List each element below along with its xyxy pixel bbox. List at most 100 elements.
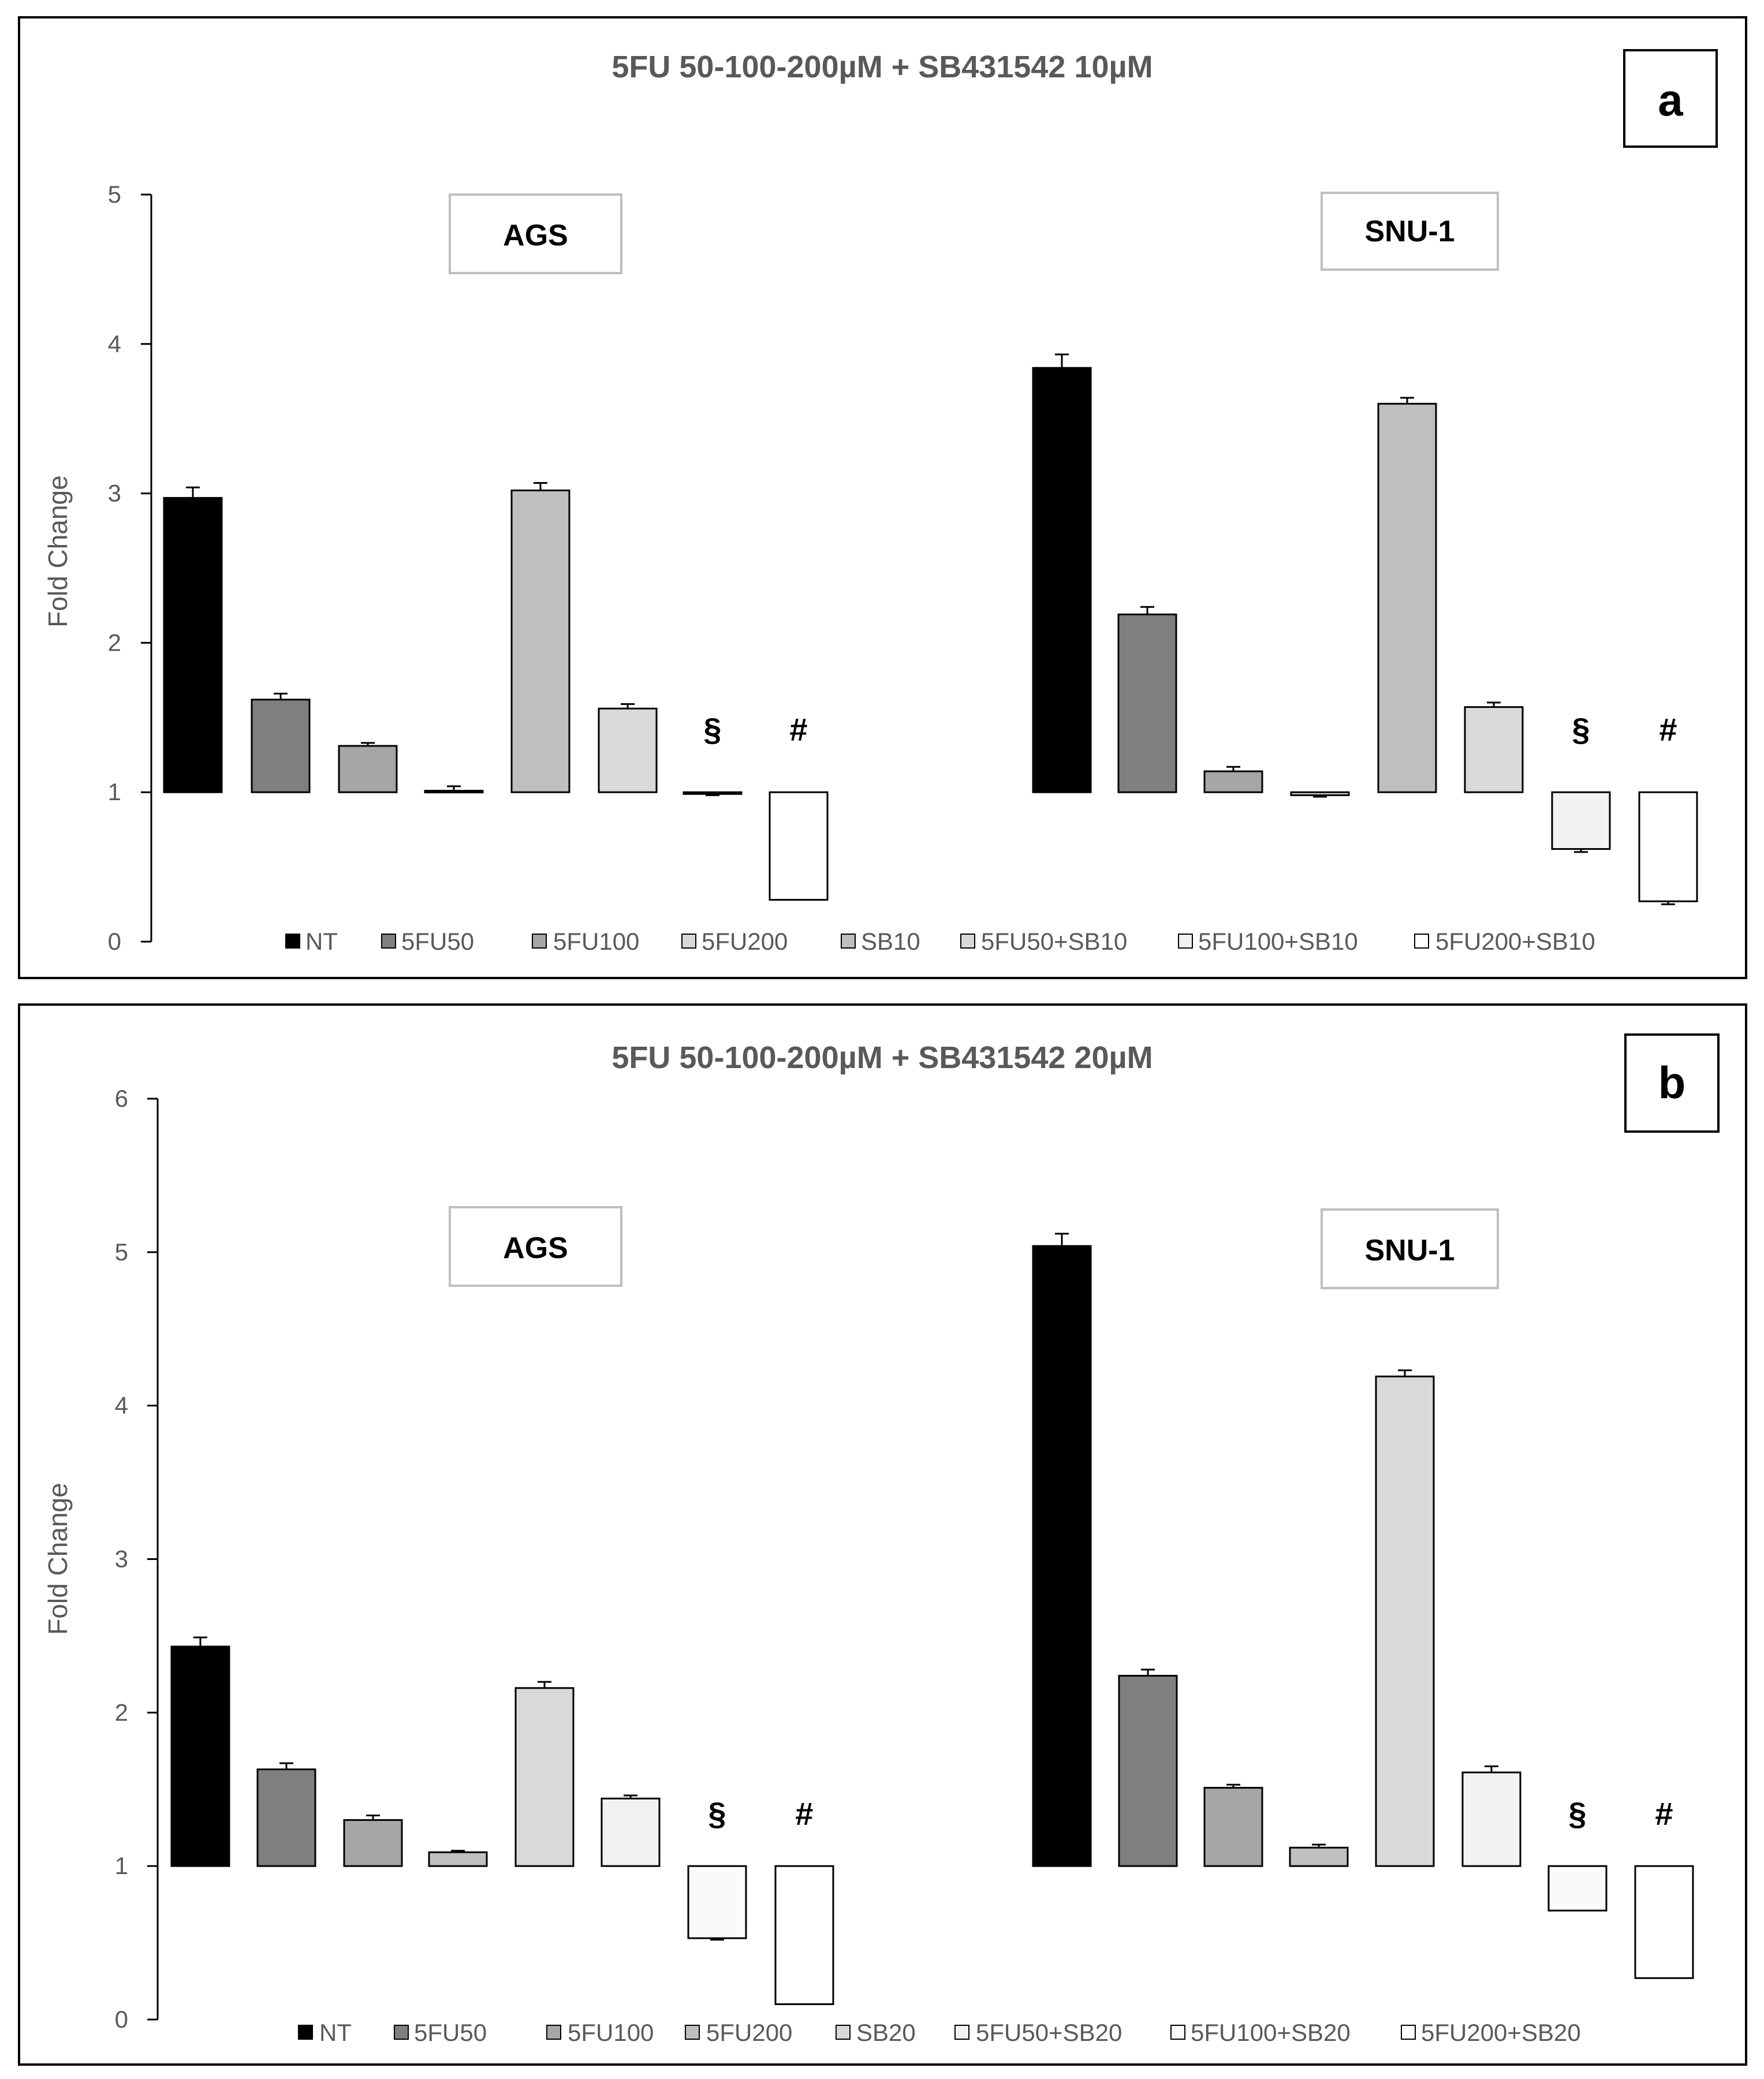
significance-marker: #: [1659, 711, 1677, 748]
legend-label: 5FU200: [702, 928, 788, 955]
group-label: AGS: [503, 1231, 568, 1265]
legend-item: 5FU200+SB10: [1414, 928, 1595, 955]
bar-group-snu-1: SNU-1 § #: [1032, 192, 1698, 905]
y-tick-label: 5: [108, 181, 121, 208]
panel-label-box: [1624, 1033, 1720, 1133]
legend-item: 5FU50: [394, 2019, 487, 2046]
group-label: SNU-1: [1364, 215, 1455, 248]
chart-panel-b: 5FU 50-100-200µM + SB431542 20µM b 0 1 2 3 4 5 6…: [18, 1003, 1747, 2066]
legend-item: 5FU100+SB20: [1170, 2019, 1351, 2046]
bar-nt: [170, 1645, 230, 1867]
y-tick-label: 3: [108, 480, 121, 507]
bar-5fu50: [1117, 613, 1177, 793]
group-label-box: [1321, 192, 1499, 271]
significance-marker: #: [1655, 1796, 1673, 1832]
chart-legend: NT 5FU50 5FU100 5FU200 SB10 5FU50+SB10 5FU100+…: [285, 928, 1595, 955]
legend-swatch: [681, 934, 696, 949]
legend-swatch: [381, 934, 396, 949]
legend-label: 5FU200+SB20: [1421, 2019, 1581, 2046]
legend-item: NT: [285, 928, 338, 955]
bar-5fu50-plus-sb10: [1464, 706, 1524, 793]
panel-frame: [18, 16, 1747, 979]
chart-title: 5FU 50-100-200µM + SB431542 20µM: [611, 1040, 1153, 1075]
y-tick-label: 4: [115, 1392, 128, 1419]
bar-5fu50: [1118, 1675, 1178, 1867]
legend-item: 5FU200: [685, 2019, 792, 2046]
y-tick-label: 4: [108, 330, 121, 357]
y-tick-label: 3: [115, 1546, 128, 1573]
legend-swatch: [1401, 2025, 1416, 2040]
group-label-box: [1321, 1208, 1499, 1289]
legend-label: 5FU50+SB20: [976, 2019, 1122, 2046]
y-tick-label: 1: [115, 1852, 128, 1879]
bar-sb20: [1375, 1375, 1435, 1867]
legend-swatch: [1170, 2025, 1185, 2040]
bar-nt: [163, 497, 223, 793]
bar-group-ags: AGS § #: [170, 1206, 834, 2005]
bar-5fu100: [338, 745, 398, 793]
bar-nt: [1032, 1245, 1092, 1867]
bar-sb20: [514, 1687, 575, 1867]
panel-frame: [18, 1003, 1747, 2066]
bar-5fu200: [424, 790, 484, 794]
legend-label: 5FU50: [401, 928, 474, 955]
legend-swatch: [532, 934, 547, 949]
legend-item: 5FU100: [546, 2019, 654, 2046]
legend-label: 5FU200: [706, 2019, 792, 2046]
legend-swatch: [836, 2025, 851, 2040]
bar-5fu100-plus-sb10: [683, 791, 743, 795]
panel-label: a: [1658, 74, 1683, 125]
y-tick-label: 1: [108, 778, 121, 805]
legend-label: 5FU100+SB10: [1198, 928, 1358, 955]
legend-label: 5FU100: [553, 928, 639, 955]
bar-5fu200: [1289, 1846, 1349, 1867]
bar-5fu100: [1203, 1787, 1263, 1867]
significance-marker: §: [708, 1796, 726, 1832]
bar-sb10: [510, 489, 570, 793]
legend-label: NT: [319, 2019, 352, 2046]
y-tick-label: 2: [115, 1699, 128, 1726]
legend-swatch: [1178, 934, 1193, 949]
legend-label: NT: [305, 928, 338, 955]
legend-item: NT: [298, 2019, 352, 2046]
bar-5fu50-plus-sb10: [598, 707, 658, 793]
group-label-box: [449, 1206, 622, 1287]
chart-panel-a: 5FU 50-100-200µM + SB431542 10µMa012345F…: [18, 16, 1747, 979]
bar-5fu100: [1203, 770, 1263, 793]
bar-5fu200-plus-sb10: [769, 791, 829, 901]
legend-item: 5FU200: [681, 928, 788, 955]
significance-marker: §: [1568, 1796, 1586, 1832]
legend-label: 5FU50+SB10: [981, 928, 1127, 955]
bar-5fu50: [251, 699, 311, 793]
y-axis-label: Fold Change: [43, 1483, 73, 1634]
bar-5fu50: [256, 1768, 316, 1867]
y-tick-label: 5: [115, 1238, 128, 1266]
legend-item: 5FU50+SB10: [960, 928, 1127, 955]
significance-marker: §: [703, 711, 721, 748]
legend-label: 5FU100: [568, 2019, 654, 2046]
bar-sb10: [1377, 402, 1437, 793]
group-label: AGS: [503, 219, 568, 252]
legend-swatch: [394, 2025, 409, 2040]
bar-5fu200-plus-sb20: [1634, 1865, 1694, 1979]
bar-5fu50-plus-sb20: [1461, 1771, 1521, 1867]
significance-marker: §: [1572, 711, 1590, 748]
legend-swatch: [285, 934, 300, 949]
chart-legend: NT 5FU50 5FU100 5FU200 SB20 5FU50+SB20 5FU100+…: [298, 2019, 1581, 2046]
legend-item: 5FU100+SB10: [1178, 928, 1358, 955]
group-label-box: [449, 193, 622, 274]
legend-label: 5FU100+SB20: [1191, 2019, 1351, 2046]
bar-5fu200: [1290, 791, 1350, 796]
legend-item: SB10: [841, 928, 920, 955]
bar-5fu200-plus-sb20: [774, 1865, 834, 2005]
significance-marker: #: [789, 711, 807, 748]
legend-label: 5FU50: [414, 2019, 487, 2046]
legend-label: SB20: [856, 2019, 916, 2046]
legend-item: 5FU50+SB20: [954, 2019, 1122, 2046]
legend-swatch: [1414, 934, 1429, 949]
legend-swatch: [841, 934, 856, 949]
y-tick-label: 6: [115, 1085, 128, 1112]
legend-swatch: [685, 2025, 700, 2040]
bar-5fu100-plus-sb20: [687, 1865, 747, 1939]
y-tick-label: 0: [108, 928, 121, 955]
